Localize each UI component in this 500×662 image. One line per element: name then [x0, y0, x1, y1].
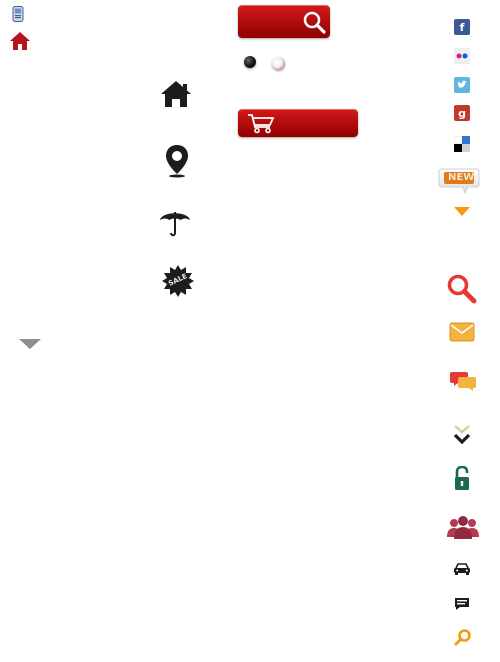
arrow-down-icon[interactable]	[16, 336, 44, 352]
car-icon[interactable]	[452, 561, 472, 577]
slider-dot-inactive[interactable]	[272, 57, 285, 70]
arrow-down-icon[interactable]	[452, 206, 472, 218]
phone-icon[interactable]	[10, 6, 26, 22]
new-badge: NEW	[438, 168, 480, 194]
new-label: NEW	[448, 172, 475, 183]
mail-icon[interactable]	[448, 321, 476, 343]
facebook-icon[interactable]: f	[454, 19, 470, 35]
home-icon[interactable]	[158, 78, 194, 110]
sale-badge-icon[interactable]: SALE	[160, 264, 196, 298]
search-icon[interactable]	[446, 273, 478, 305]
group-icon[interactable]	[445, 514, 481, 540]
magnifier-icon	[301, 9, 327, 35]
home-icon[interactable]	[8, 30, 32, 52]
search-button[interactable]	[238, 5, 330, 38]
twitter-icon[interactable]	[454, 77, 470, 93]
google-icon[interactable]: g	[454, 105, 470, 121]
search-icon[interactable]	[451, 627, 473, 649]
chevron-down-icon[interactable]	[452, 424, 472, 446]
delicious-icon[interactable]	[453, 135, 470, 152]
slider-dot-active[interactable]	[244, 56, 256, 68]
unlock-icon[interactable]	[452, 466, 472, 492]
comment-icon[interactable]	[453, 596, 471, 612]
map-pin-icon[interactable]	[163, 144, 191, 178]
cart-icon	[247, 112, 275, 134]
cart-button[interactable]	[238, 109, 358, 137]
chat-icon[interactable]	[449, 369, 477, 393]
flickr-icon[interactable]	[454, 48, 470, 64]
umbrella-icon[interactable]	[157, 205, 193, 239]
